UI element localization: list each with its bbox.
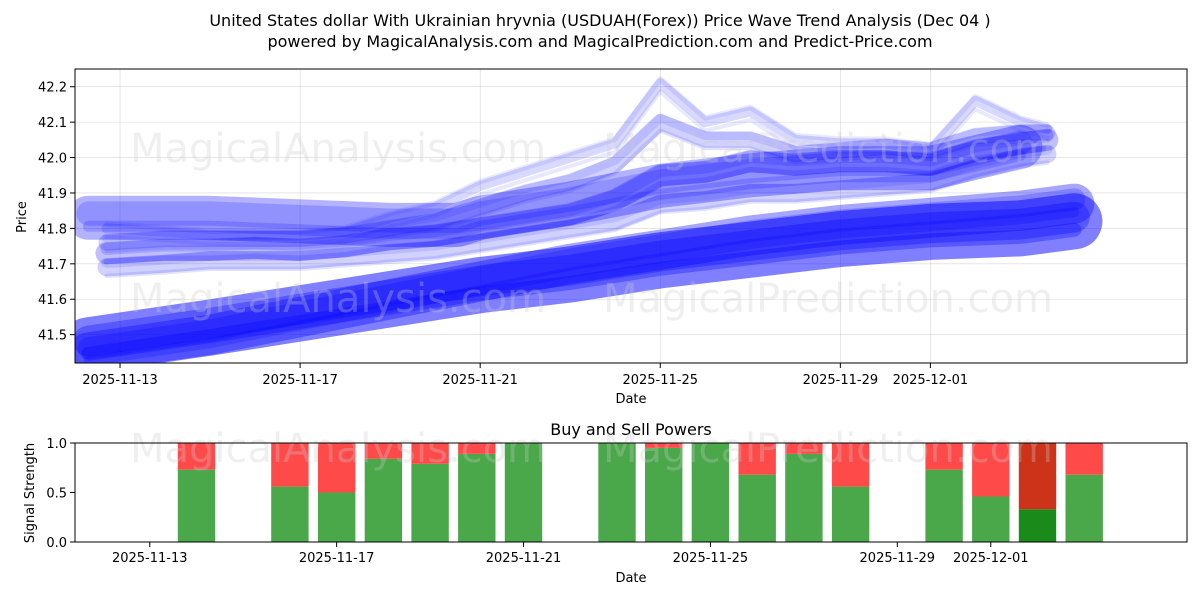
power-y-tick-label: 1.0 xyxy=(46,437,67,452)
wave-lower-wave xyxy=(97,145,1057,277)
sell-power-bar xyxy=(177,443,216,470)
chart-title-line1: United States dollar With Ukrainian hryv… xyxy=(209,11,990,30)
price-y-tick-label: 42.2 xyxy=(38,81,67,96)
power-x-tick-label: 2025-11-13 xyxy=(112,551,188,566)
buy-power-bar xyxy=(645,447,683,542)
price-y-tick-label: 41.6 xyxy=(38,293,67,308)
wave-lower-wave-echo xyxy=(104,160,1050,279)
price-x-tick-label: 2025-11-21 xyxy=(442,373,518,388)
wave-peak-wave-echo xyxy=(104,89,1050,246)
power-y-axis-title: Signal Strength xyxy=(23,443,38,543)
wave-long-trend xyxy=(75,193,1103,363)
sell-power-bar xyxy=(972,443,1010,497)
wave-long-trend-echo xyxy=(81,222,1082,361)
wave-long-trend-upper-echo xyxy=(77,188,1086,360)
chart-title-line2: powered by MagicalAnalysis.com and Magic… xyxy=(267,32,932,51)
wave-long-trend-upper xyxy=(75,183,1095,363)
buy-power-bar xyxy=(925,469,963,542)
watermark-prediction-bottom: MagicalPrediction.com xyxy=(603,426,1053,472)
power-x-tick-label: 2025-11-29 xyxy=(860,551,936,566)
wave-lower-wave-echo xyxy=(101,144,1053,269)
wave-central-wave-echo xyxy=(100,129,1054,255)
sell-power-bar xyxy=(271,443,309,487)
buy-power-bar xyxy=(364,458,403,542)
price-y-tick-label: 41.9 xyxy=(38,187,67,202)
wave-flat-band-echo xyxy=(83,149,1026,239)
wave-upper-wave xyxy=(98,114,1056,251)
price-panel: MagicalAnalysis.com MagicalPrediction.co… xyxy=(15,68,1188,407)
buy-power-bar xyxy=(1018,509,1057,542)
watermark-prediction-top-2: MagicalPrediction.com xyxy=(603,276,1053,322)
wave-central-wave-echo xyxy=(103,145,1051,265)
sell-power-bar xyxy=(411,443,449,464)
sell-power-bar xyxy=(318,443,356,493)
buy-power-bar xyxy=(738,474,776,542)
sell-power-bar xyxy=(1018,443,1057,510)
wave-upper-wave-echo xyxy=(102,113,1052,243)
power-y-tick-label: 0.5 xyxy=(46,487,67,502)
price-x-tick-label: 2025-11-29 xyxy=(803,373,879,388)
wave-central-wave xyxy=(95,128,1059,265)
sell-power-bar xyxy=(364,443,403,459)
price-waves xyxy=(75,76,1103,363)
sell-power-bar xyxy=(645,443,683,448)
watermark-analysis-top-1: MagicalAnalysis.com xyxy=(130,126,546,172)
price-x-ticks: 2025-11-13 2025-11-17 2025-11-21 2025-11-25… xyxy=(82,363,968,388)
power-x-tick-label: 2025-11-21 xyxy=(486,551,562,566)
buy-power-bar xyxy=(785,453,823,542)
wave-peak-wave-echo xyxy=(103,76,1051,234)
buy-power-bar xyxy=(598,443,636,542)
price-y-tick-label: 42.1 xyxy=(38,116,67,131)
power-bars xyxy=(177,443,1103,542)
buy-power-bar xyxy=(177,469,216,542)
power-x-tick-label: 2025-12-01 xyxy=(953,551,1029,566)
power-chart-title: Buy and Sell Powers xyxy=(550,420,712,439)
power-x-ticks: 2025-11-13 2025-11-17 2025-11-21 2025-11-25… xyxy=(112,542,1029,566)
price-y-tick-label: 41.7 xyxy=(38,258,67,273)
buy-power-bar xyxy=(1065,474,1103,542)
price-y-ticks: 41.5 41.6 41.7 41.8 41.9 42.0 42.1 42.2 xyxy=(38,81,75,344)
buy-power-bar xyxy=(972,496,1010,542)
buy-power-bar xyxy=(831,486,870,542)
buy-power-bar xyxy=(691,443,730,542)
price-x-tick-label: 2025-11-17 xyxy=(262,373,338,388)
watermark-prediction-top-1: MagicalPrediction.com xyxy=(603,126,1053,172)
wave-long-trend-upper-echo xyxy=(83,207,1080,363)
watermark-analysis-top-2: MagicalAnalysis.com xyxy=(130,276,546,322)
sell-power-bar xyxy=(785,443,823,454)
power-y-tick-label: 0.0 xyxy=(46,536,67,551)
power-x-axis-title: Date xyxy=(615,571,646,586)
power-x-tick-label: 2025-11-25 xyxy=(673,551,749,566)
price-y-tick-label: 41.5 xyxy=(38,329,67,344)
buy-power-bar xyxy=(271,486,309,542)
price-y-axis-title: Price xyxy=(15,201,30,233)
sell-power-bar xyxy=(1065,443,1103,475)
buy-power-bar xyxy=(458,453,496,542)
power-y-ticks: 0.0 0.5 1.0 xyxy=(46,437,75,551)
power-panel: Buy and Sell Powers MagicalAnalysis.com … xyxy=(23,420,1188,586)
sell-power-bar xyxy=(458,443,496,454)
buy-power-bar xyxy=(411,463,449,542)
sell-power-bar xyxy=(831,443,870,487)
price-plot-frame xyxy=(74,68,1188,364)
price-x-tick-label: 2025-12-01 xyxy=(893,373,969,388)
wave-flat-band xyxy=(75,124,1043,247)
sell-power-bar xyxy=(738,443,776,475)
price-x-axis-title: Date xyxy=(615,392,646,407)
wave-long-trend-echo xyxy=(75,201,1090,357)
price-x-tick-label: 2025-11-25 xyxy=(622,373,698,388)
watermark-analysis-bottom: MagicalAnalysis.com xyxy=(130,426,546,472)
wave-flat-band-echo xyxy=(76,130,1033,233)
power-x-tick-label: 2025-11-17 xyxy=(299,551,375,566)
sell-power-bar xyxy=(925,443,963,470)
wave-upper-wave-echo xyxy=(104,128,1050,254)
price-y-tick-label: 41.8 xyxy=(38,222,67,237)
price-x-tick-label: 2025-11-13 xyxy=(82,373,158,388)
buy-power-bar xyxy=(318,492,356,542)
wave-peak-wave xyxy=(101,78,1053,241)
buy-power-bar xyxy=(504,443,543,542)
price-y-tick-label: 42.0 xyxy=(38,152,67,167)
